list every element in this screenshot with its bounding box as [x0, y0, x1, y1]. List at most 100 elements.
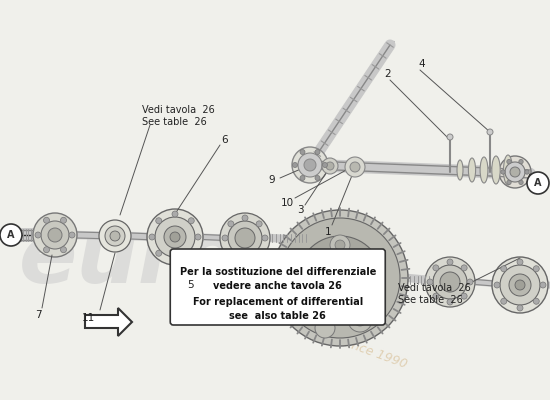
Circle shape: [354, 314, 366, 326]
Circle shape: [500, 266, 507, 272]
Text: 2: 2: [384, 69, 391, 79]
Circle shape: [43, 217, 50, 223]
Ellipse shape: [469, 158, 476, 182]
Circle shape: [433, 265, 467, 299]
Text: 3: 3: [296, 205, 303, 215]
FancyBboxPatch shape: [170, 249, 385, 325]
Circle shape: [228, 221, 262, 255]
Circle shape: [461, 293, 467, 299]
Circle shape: [527, 172, 549, 194]
Circle shape: [147, 209, 203, 265]
Circle shape: [335, 306, 345, 316]
Text: 11: 11: [81, 313, 95, 323]
Circle shape: [500, 265, 540, 305]
Circle shape: [228, 221, 234, 227]
Circle shape: [293, 162, 298, 168]
Circle shape: [350, 162, 360, 172]
Circle shape: [328, 266, 352, 290]
Circle shape: [105, 226, 125, 246]
Text: vedere anche tavola 26: vedere anche tavola 26: [213, 281, 342, 291]
Ellipse shape: [457, 160, 463, 180]
Circle shape: [534, 266, 539, 272]
Circle shape: [41, 221, 69, 249]
Circle shape: [500, 298, 507, 304]
Circle shape: [222, 235, 228, 241]
Circle shape: [330, 235, 350, 255]
Circle shape: [335, 240, 345, 250]
Text: See table  26: See table 26: [142, 117, 207, 127]
Circle shape: [368, 273, 378, 283]
Circle shape: [515, 280, 525, 290]
Circle shape: [297, 268, 317, 288]
Circle shape: [461, 265, 467, 271]
Text: Vedi tavola  26: Vedi tavola 26: [398, 283, 471, 293]
Text: see  also table 26: see also table 26: [229, 311, 326, 321]
Text: 1: 1: [324, 227, 331, 237]
Circle shape: [292, 147, 328, 183]
Circle shape: [345, 157, 365, 177]
Ellipse shape: [503, 155, 513, 185]
Circle shape: [304, 159, 316, 171]
Circle shape: [330, 301, 350, 321]
Text: 7: 7: [35, 310, 41, 320]
Text: 4: 4: [419, 59, 425, 69]
Circle shape: [188, 218, 194, 224]
Circle shape: [315, 253, 365, 303]
Circle shape: [156, 250, 162, 256]
Circle shape: [149, 234, 155, 240]
Circle shape: [110, 231, 120, 241]
Text: A: A: [7, 230, 15, 240]
Circle shape: [172, 257, 178, 263]
Circle shape: [517, 259, 523, 265]
Circle shape: [156, 218, 162, 224]
Circle shape: [425, 257, 475, 307]
Text: Vedi tavola  26: Vedi tavola 26: [142, 105, 214, 115]
Circle shape: [315, 150, 320, 154]
Circle shape: [315, 318, 335, 338]
Text: For replacement of differential: For replacement of differential: [192, 297, 363, 307]
Circle shape: [256, 221, 262, 227]
Circle shape: [517, 305, 523, 311]
Circle shape: [235, 228, 255, 248]
Circle shape: [300, 176, 305, 180]
Text: 10: 10: [280, 198, 294, 208]
Circle shape: [433, 265, 439, 271]
Circle shape: [507, 160, 511, 164]
Circle shape: [519, 180, 523, 184]
Circle shape: [447, 299, 453, 305]
Ellipse shape: [480, 157, 488, 183]
Circle shape: [228, 249, 234, 255]
Text: 9: 9: [269, 175, 276, 185]
Circle shape: [427, 279, 433, 285]
Circle shape: [494, 282, 500, 288]
Circle shape: [272, 210, 408, 346]
Circle shape: [99, 220, 131, 252]
Circle shape: [440, 272, 460, 292]
Circle shape: [280, 218, 400, 338]
Circle shape: [170, 232, 180, 242]
Circle shape: [467, 279, 473, 285]
Circle shape: [348, 308, 372, 332]
Circle shape: [298, 236, 382, 320]
Circle shape: [315, 176, 320, 180]
Circle shape: [492, 257, 548, 313]
Circle shape: [33, 213, 77, 257]
Circle shape: [519, 160, 523, 164]
Circle shape: [322, 158, 338, 174]
Circle shape: [302, 273, 312, 283]
Circle shape: [540, 282, 546, 288]
Circle shape: [60, 247, 67, 253]
Text: a passion for Ferraris since 1990: a passion for Ferraris since 1990: [212, 289, 409, 371]
Ellipse shape: [492, 156, 500, 184]
Circle shape: [69, 232, 75, 238]
Circle shape: [164, 226, 186, 248]
Text: 5: 5: [186, 280, 193, 290]
Circle shape: [242, 215, 248, 221]
Circle shape: [60, 217, 67, 223]
Circle shape: [242, 255, 248, 261]
Circle shape: [505, 162, 525, 182]
Circle shape: [510, 167, 520, 177]
Circle shape: [262, 235, 268, 241]
Circle shape: [256, 249, 262, 255]
Circle shape: [487, 129, 493, 135]
